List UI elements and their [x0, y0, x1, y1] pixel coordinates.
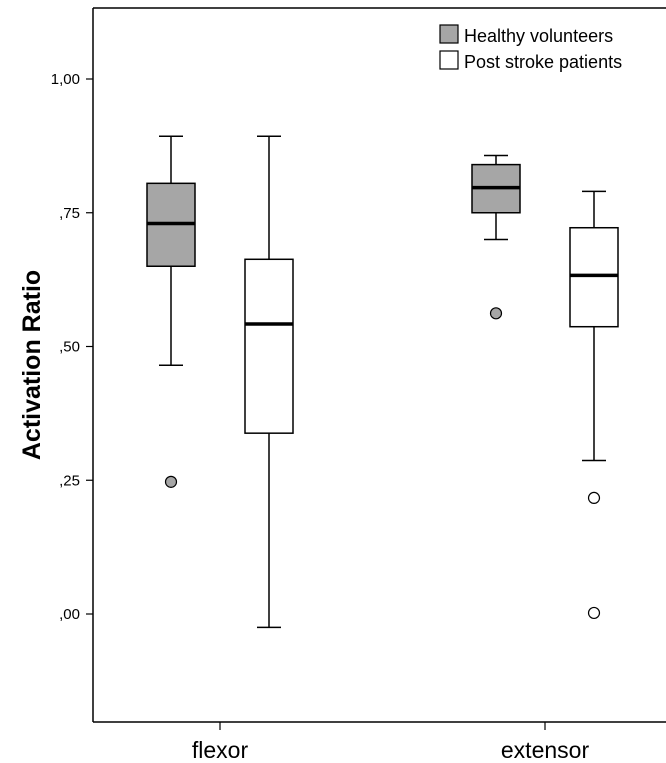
- plot-area: [92, 7, 666, 723]
- box-healthy-volunteers-flexor: [146, 135, 196, 488]
- legend-label-healthy: Healthy volunteers: [464, 26, 613, 46]
- y-tick-label: ,50: [59, 339, 80, 356]
- y-tick-label: ,75: [59, 205, 80, 222]
- box-post-stroke-patients-extensor: [569, 190, 619, 620]
- box-iqr: [244, 258, 294, 434]
- y-tick-label: 1,00: [51, 71, 80, 88]
- y-tick-label: ,00: [59, 606, 80, 623]
- y-tick-label: ,25: [59, 472, 80, 489]
- legend: Healthy volunteers Post stroke patients: [439, 24, 622, 72]
- box-healthy-volunteers-extensor: [471, 154, 521, 320]
- y-axis-title: Activation Ratio: [18, 270, 46, 460]
- outlier-point: [587, 491, 601, 505]
- box-post-stroke-patients-flexor: [244, 135, 294, 629]
- x-tick-label-flexor: flexor: [192, 737, 249, 763]
- outlier-point: [489, 307, 503, 320]
- legend-label-stroke: Post stroke patients: [464, 52, 622, 72]
- x-ticks: flexor extensor: [192, 722, 590, 763]
- outlier-point: [164, 475, 178, 488]
- x-tick-label-extensor: extensor: [501, 737, 590, 763]
- y-ticks: 1,00 ,75 ,50 ,25 ,00: [51, 71, 93, 623]
- outlier-point: [587, 606, 601, 620]
- box-iqr: [569, 226, 619, 328]
- boxes: [146, 135, 619, 629]
- legend-swatch-healthy: [439, 24, 459, 44]
- legend-swatch-stroke: [439, 50, 459, 70]
